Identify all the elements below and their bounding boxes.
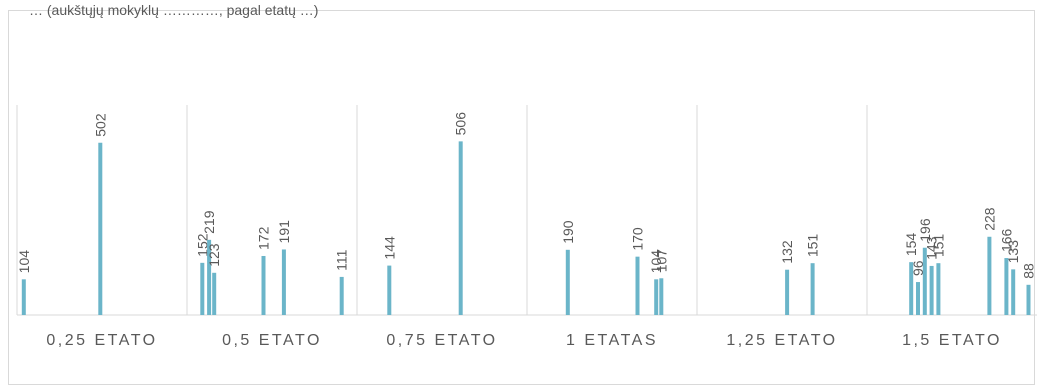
x-tick-label: 0,75 ETATO: [386, 332, 497, 349]
bar: [785, 269, 790, 315]
bar: [936, 263, 941, 315]
data-label: 151: [930, 234, 946, 258]
data-label: 152: [194, 233, 210, 257]
bar: [387, 265, 392, 315]
data-label: 132: [779, 240, 795, 264]
bar: [916, 282, 920, 315]
data-label: 166: [998, 228, 1014, 252]
data-label: 143: [924, 236, 940, 260]
bar: [987, 236, 992, 315]
bar: [909, 262, 914, 315]
bar: [929, 265, 934, 315]
data-label: 172: [256, 226, 272, 250]
x-tick-label: 0,5 ETATO: [222, 332, 322, 349]
data-label: 502: [92, 113, 108, 137]
x-tick-label: 1,25 ETATO: [726, 332, 837, 349]
x-tick-label: 1 ETATAS: [566, 332, 658, 349]
data-label: 144: [381, 236, 397, 260]
data-label: 123: [206, 243, 222, 267]
bar: [659, 278, 664, 315]
data-label: 506: [453, 112, 469, 136]
data-label: 190: [560, 220, 576, 244]
data-label: 96: [910, 260, 926, 276]
chart-title: … (aukštųjų mokyklų …………, pagal etatų …): [29, 2, 319, 18]
bar: [200, 262, 205, 315]
data-label: 196: [917, 218, 933, 242]
bar: [339, 276, 344, 315]
data-label: 104: [648, 250, 664, 274]
bar: [1004, 258, 1009, 315]
data-label: 107: [653, 249, 669, 273]
data-label: 104: [16, 250, 32, 274]
data-label: 133: [1005, 240, 1021, 264]
data-label: 228: [981, 207, 997, 231]
bar: [281, 249, 286, 315]
bar: [212, 272, 217, 315]
x-tick-label: 0,25 ETATO: [46, 332, 157, 349]
bar: [21, 279, 26, 315]
data-label: 219: [201, 210, 217, 234]
bar: [1011, 269, 1016, 315]
chart-frame: … (aukštųjų mokyklų …………, pagal etatų …): [8, 2, 1035, 385]
data-label: 191: [276, 220, 292, 244]
bar: [922, 247, 927, 315]
data-label: 154: [903, 233, 919, 257]
data-label: 88: [1021, 263, 1037, 279]
data-label: 111: [334, 249, 350, 270]
bar: [810, 263, 815, 315]
bar: [98, 142, 103, 315]
bar: [207, 239, 212, 315]
bar: [565, 249, 570, 315]
bar: [654, 279, 659, 315]
data-label: 151: [805, 234, 821, 258]
bar: [458, 141, 463, 315]
bar: [635, 256, 640, 315]
data-label: 170: [630, 227, 646, 251]
bar: [261, 255, 266, 315]
x-tick-label: 1,5 ETATO: [902, 332, 1002, 349]
bar: [1026, 284, 1031, 315]
